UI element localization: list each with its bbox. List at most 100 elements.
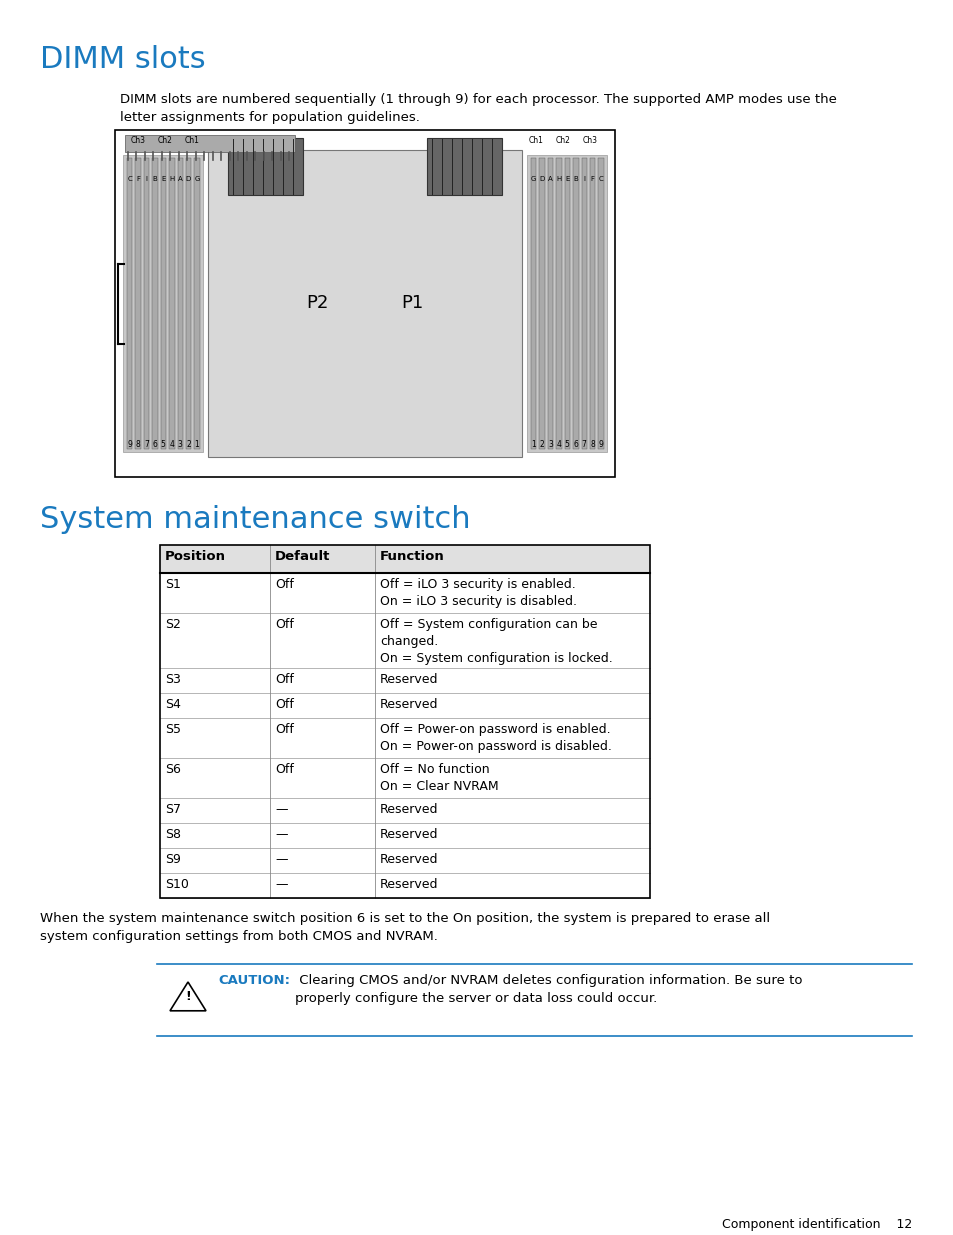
Bar <box>135 158 141 450</box>
Text: D: D <box>538 177 544 182</box>
Text: S4: S4 <box>165 698 181 711</box>
Text: I: I <box>145 177 147 182</box>
Text: !: ! <box>185 990 191 1003</box>
Text: Off: Off <box>274 722 294 736</box>
Bar <box>152 158 157 450</box>
Text: —: — <box>274 878 287 890</box>
Bar <box>564 158 570 450</box>
Bar <box>160 158 166 450</box>
Bar <box>538 158 544 450</box>
Bar <box>186 158 192 450</box>
Text: Component identification    12: Component identification 12 <box>721 1218 911 1231</box>
Text: D: D <box>186 177 191 182</box>
Text: 6: 6 <box>152 440 157 450</box>
Bar <box>160 573 649 613</box>
Text: Off: Off <box>274 698 294 711</box>
Text: H: H <box>169 177 174 182</box>
Text: DIMM slots are numbered sequentially (1 through 9) for each processor. The suppo: DIMM slots are numbered sequentially (1 … <box>120 93 836 124</box>
Text: When the system maintenance switch position 6 is set to the On position, the sys: When the system maintenance switch posit… <box>40 911 769 944</box>
Text: 6: 6 <box>573 440 578 450</box>
Text: 7: 7 <box>144 440 149 450</box>
Text: G: G <box>194 177 199 182</box>
Bar <box>547 158 553 450</box>
Bar <box>228 138 303 195</box>
Text: Reserved: Reserved <box>379 878 438 890</box>
Text: —: — <box>274 827 287 841</box>
Text: 7: 7 <box>581 440 586 450</box>
Text: Ch2: Ch2 <box>157 136 172 144</box>
Bar <box>581 158 586 450</box>
Text: 5: 5 <box>564 440 569 450</box>
Text: —: — <box>274 853 287 866</box>
Bar <box>160 545 649 898</box>
Bar <box>160 693 649 718</box>
Text: CAUTION:: CAUTION: <box>218 974 290 987</box>
Text: 4: 4 <box>556 440 560 450</box>
Polygon shape <box>170 982 206 1010</box>
Bar <box>160 718 649 758</box>
Bar <box>598 158 603 450</box>
Bar <box>194 158 199 450</box>
Text: S1: S1 <box>165 578 181 592</box>
Bar <box>115 130 615 477</box>
Text: 9: 9 <box>127 440 132 450</box>
Bar <box>160 613 649 668</box>
Text: Ch3: Ch3 <box>131 136 146 144</box>
Text: 4: 4 <box>169 440 173 450</box>
Text: C: C <box>127 177 132 182</box>
Bar <box>123 156 203 452</box>
Bar <box>125 135 294 152</box>
Text: A: A <box>177 177 182 182</box>
Text: Ch3: Ch3 <box>581 136 597 144</box>
Text: Ch1: Ch1 <box>184 136 199 144</box>
Text: Position: Position <box>165 550 226 563</box>
Text: Function: Function <box>379 550 444 563</box>
Text: Off = System configuration can be
changed.
On = System configuration is locked.: Off = System configuration can be change… <box>379 618 612 664</box>
Bar <box>144 158 150 450</box>
Text: Off: Off <box>274 673 294 685</box>
Text: 8: 8 <box>590 440 595 450</box>
Text: S6: S6 <box>165 763 181 776</box>
Text: S9: S9 <box>165 853 181 866</box>
Text: Off = iLO 3 security is enabled.
On = iLO 3 security is disabled.: Off = iLO 3 security is enabled. On = iL… <box>379 578 577 608</box>
Text: 2: 2 <box>539 440 544 450</box>
Text: B: B <box>152 177 157 182</box>
Text: Reserved: Reserved <box>379 698 438 711</box>
Bar <box>160 798 649 823</box>
Text: System maintenance switch: System maintenance switch <box>40 505 470 534</box>
Text: G: G <box>530 177 536 182</box>
Text: Reserved: Reserved <box>379 803 438 816</box>
Text: Ch1: Ch1 <box>529 136 543 144</box>
Bar <box>169 158 174 450</box>
Text: Off = No function
On = Clear NVRAM: Off = No function On = Clear NVRAM <box>379 763 498 793</box>
Text: 3: 3 <box>547 440 552 450</box>
Text: 1: 1 <box>531 440 536 450</box>
Text: S10: S10 <box>165 878 189 890</box>
Text: P1: P1 <box>400 294 423 312</box>
Bar <box>127 158 132 450</box>
Bar <box>160 823 649 848</box>
Bar <box>531 158 536 450</box>
Text: S3: S3 <box>165 673 181 685</box>
Text: F: F <box>136 177 140 182</box>
Bar <box>526 156 606 452</box>
Bar <box>556 158 561 450</box>
Bar <box>160 873 649 898</box>
Text: Default: Default <box>274 550 330 563</box>
Text: S8: S8 <box>165 827 181 841</box>
Text: A: A <box>547 177 552 182</box>
Text: E: E <box>564 177 569 182</box>
Text: F: F <box>590 177 594 182</box>
Text: S2: S2 <box>165 618 181 631</box>
Bar <box>177 158 183 450</box>
Text: S7: S7 <box>165 803 181 816</box>
Bar <box>160 848 649 873</box>
Text: Clearing CMOS and/or NVRAM deletes configuration information. Be sure to
properl: Clearing CMOS and/or NVRAM deletes confi… <box>294 974 801 1005</box>
Text: Off: Off <box>274 618 294 631</box>
Text: Reserved: Reserved <box>379 853 438 866</box>
Text: H: H <box>556 177 560 182</box>
Bar <box>573 158 578 450</box>
Text: 9: 9 <box>598 440 602 450</box>
Text: P2: P2 <box>307 294 329 312</box>
Text: —: — <box>274 803 287 816</box>
